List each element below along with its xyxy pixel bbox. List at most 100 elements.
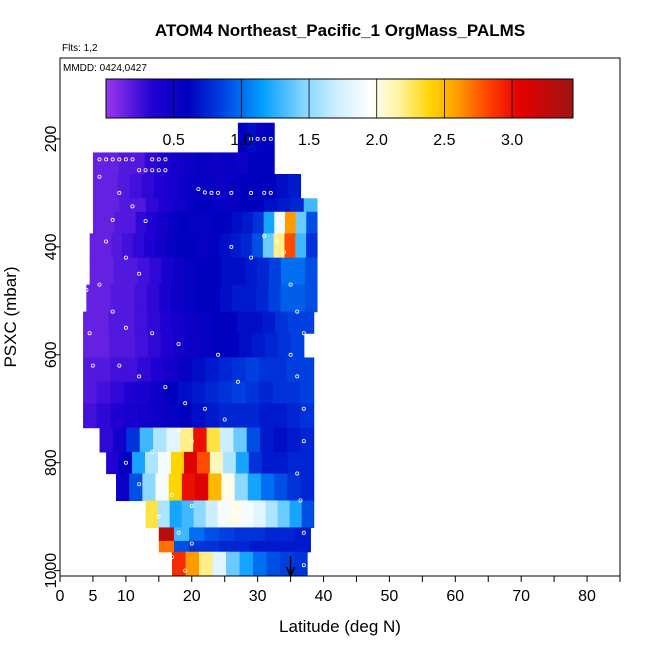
heatmap-cell [132, 233, 145, 259]
colorbar-segment [321, 79, 325, 118]
heatmap-cell [253, 551, 268, 576]
colorbar-segment [303, 79, 307, 118]
colorbar-segment [248, 79, 252, 118]
heatmap-cell [173, 333, 188, 359]
heatmap-cell [280, 284, 294, 313]
sample-point [163, 157, 168, 162]
heatmap-cell [178, 381, 193, 404]
colorbar-segment [474, 79, 478, 118]
colorbar-segment [404, 79, 408, 118]
sample-point [262, 234, 267, 239]
colorbar-segment [178, 79, 182, 118]
colorbar-segment [342, 79, 346, 118]
heatmap-cell [98, 284, 112, 313]
sample-point [288, 352, 293, 357]
colorbar-segment [430, 79, 434, 118]
sample-point [176, 341, 181, 346]
heatmap-cell [191, 403, 206, 429]
heatmap-cell [304, 284, 318, 313]
heatmap-cell [249, 540, 266, 553]
colorbar-segment [365, 79, 369, 118]
colorbar-segment [435, 79, 439, 118]
colorbar-segment [344, 79, 348, 118]
heatmap-cell [185, 551, 200, 576]
heatmap-cell [126, 427, 141, 453]
colorbar-segment [456, 79, 460, 118]
colorbar-segment [531, 79, 535, 118]
colorbar-segment [137, 79, 141, 118]
heatmap-cell [208, 233, 221, 259]
colorbar-segment [259, 79, 263, 118]
colorbar-segment [113, 79, 117, 118]
colorbar-segment [432, 79, 436, 118]
sample-point [262, 190, 267, 195]
heatmap-cell [274, 451, 289, 475]
heatmap-cell [108, 311, 123, 334]
sample-point [275, 239, 280, 244]
heatmap-cell [277, 333, 292, 359]
colorbar-segment [111, 79, 115, 118]
sample-point [229, 244, 234, 249]
sample-point [150, 449, 155, 454]
heatmap-cell [212, 551, 227, 576]
colorbar-segment [448, 79, 452, 118]
colorbar-segment [406, 79, 411, 118]
heatmap-cell [122, 233, 134, 259]
heatmap-cell [218, 403, 233, 429]
plot-area [59, 57, 621, 577]
sample-point [295, 309, 300, 314]
colorbar-segment [217, 79, 221, 118]
heatmap-cell [259, 403, 274, 429]
colorbar-segment [497, 79, 501, 118]
colorbar-segment [518, 79, 522, 118]
heatmap-cell [219, 284, 233, 313]
heatmap-cell [257, 257, 270, 286]
heatmap-cell [191, 357, 206, 383]
colorbar-segment [225, 79, 229, 118]
heatmap-cell [145, 451, 159, 475]
heatmap-cell [161, 257, 174, 286]
colorbar-segment [251, 79, 255, 118]
heatmap-cell [205, 381, 220, 404]
colorbar-tick-label: 2.0 [366, 132, 388, 149]
sample-point [137, 168, 142, 173]
x-tick-label: 5 [88, 588, 97, 605]
heatmap-cell [292, 284, 306, 313]
heatmap-cell [234, 540, 251, 553]
colorbar-segment [269, 79, 273, 118]
heatmap-cell [288, 174, 302, 199]
heatmap-cell [147, 311, 161, 334]
colorbar-segment [108, 79, 112, 118]
heatmap-cell [295, 211, 307, 234]
heatmap-cell [251, 333, 266, 359]
heatmap-cell [176, 233, 188, 259]
colorbar-segment [451, 79, 455, 118]
sample-point [104, 157, 109, 162]
heatmap-cell [231, 284, 245, 313]
sample-point [222, 417, 227, 422]
colorbar-segment [220, 79, 224, 118]
colorbar-segment [318, 79, 322, 118]
heatmap-cell [219, 527, 236, 542]
heatmap-cell [264, 527, 281, 542]
colorbar-segment [300, 79, 304, 118]
heatmap-cell [209, 152, 223, 175]
sample-point [189, 503, 194, 508]
heatmap-cell [241, 500, 255, 529]
heatmap-cell [189, 527, 205, 542]
sample-point [169, 493, 174, 498]
heatmap-cell [242, 211, 254, 234]
colorbar-segment [536, 79, 540, 118]
sample-point [97, 157, 102, 162]
heatmap-cell [252, 211, 265, 234]
heatmap-cell [186, 333, 201, 359]
heatmap-cell [193, 500, 207, 529]
sample-point [87, 331, 92, 336]
heatmap-cell [210, 211, 222, 234]
sample-point [189, 541, 194, 546]
sample-point [84, 287, 89, 292]
colorbar-segment [549, 79, 553, 118]
heatmap-cell [261, 451, 276, 475]
colorbar-segment [204, 79, 208, 118]
heatmap-cell [132, 451, 146, 475]
